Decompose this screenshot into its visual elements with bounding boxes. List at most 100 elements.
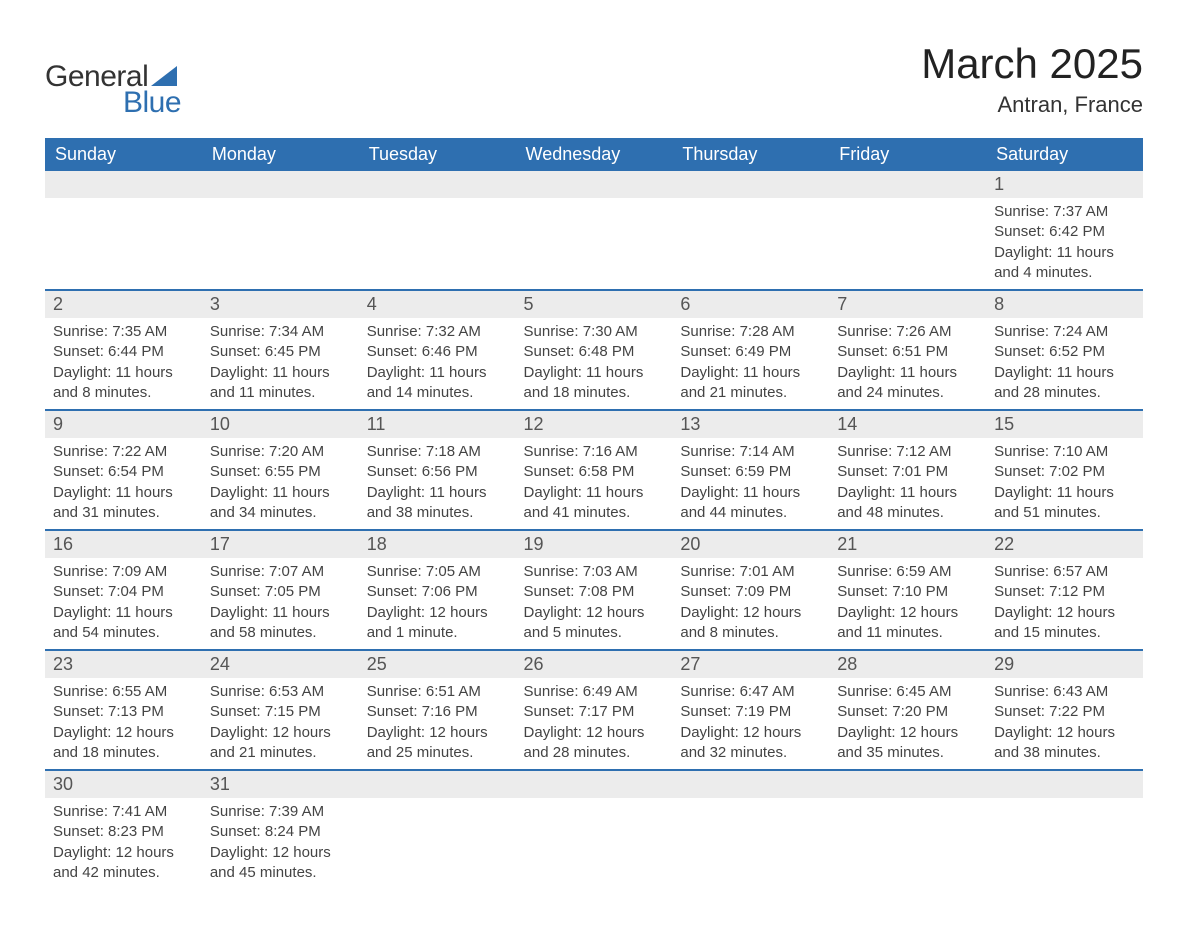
day-content: Sunrise: 7:24 AMSunset: 6:52 PMDaylight:… — [986, 318, 1143, 409]
calendar-day-cell: 13Sunrise: 7:14 AMSunset: 6:59 PMDayligh… — [672, 410, 829, 530]
daylight-text: Daylight: 12 hours and 8 minutes. — [680, 603, 821, 644]
sunset-text: Sunset: 7:19 PM — [680, 702, 821, 722]
day-number: 10 — [202, 411, 359, 438]
day-number: 14 — [829, 411, 986, 438]
location: Antran, France — [921, 92, 1143, 118]
calendar-day-cell: 16Sunrise: 7:09 AMSunset: 7:04 PMDayligh… — [45, 530, 202, 650]
calendar-day-cell: 24Sunrise: 6:53 AMSunset: 7:15 PMDayligh… — [202, 650, 359, 770]
sunrise-text: Sunrise: 7:01 AM — [680, 562, 821, 582]
sunrise-text: Sunrise: 7:05 AM — [367, 562, 508, 582]
day-content: Sunrise: 7:26 AMSunset: 6:51 PMDaylight:… — [829, 318, 986, 409]
day-content: Sunrise: 6:43 AMSunset: 7:22 PMDaylight:… — [986, 678, 1143, 769]
daylight-text: Daylight: 11 hours and 14 minutes. — [367, 363, 508, 404]
day-number: 15 — [986, 411, 1143, 438]
daylight-text: Daylight: 11 hours and 28 minutes. — [994, 363, 1135, 404]
calendar-day-cell — [829, 770, 986, 889]
day-content: Sunrise: 6:53 AMSunset: 7:15 PMDaylight:… — [202, 678, 359, 769]
daylight-text: Daylight: 12 hours and 1 minute. — [367, 603, 508, 644]
calendar-day-cell: 28Sunrise: 6:45 AMSunset: 7:20 PMDayligh… — [829, 650, 986, 770]
day-content: Sunrise: 7:39 AMSunset: 8:24 PMDaylight:… — [202, 798, 359, 889]
day-content: Sunrise: 7:37 AMSunset: 6:42 PMDaylight:… — [986, 198, 1143, 289]
day-content: Sunrise: 7:22 AMSunset: 6:54 PMDaylight:… — [45, 438, 202, 529]
sunset-text: Sunset: 7:01 PM — [837, 462, 978, 482]
calendar-day-cell — [672, 770, 829, 889]
day-content: Sunrise: 7:20 AMSunset: 6:55 PMDaylight:… — [202, 438, 359, 529]
sunrise-text: Sunrise: 6:51 AM — [367, 682, 508, 702]
calendar-day-cell — [359, 770, 516, 889]
calendar-day-cell: 2Sunrise: 7:35 AMSunset: 6:44 PMDaylight… — [45, 290, 202, 410]
day-number: 12 — [516, 411, 673, 438]
day-content: Sunrise: 6:55 AMSunset: 7:13 PMDaylight:… — [45, 678, 202, 769]
calendar-header-row: Sunday Monday Tuesday Wednesday Thursday… — [45, 138, 1143, 171]
calendar-day-cell: 10Sunrise: 7:20 AMSunset: 6:55 PMDayligh… — [202, 410, 359, 530]
weekday-header: Thursday — [672, 138, 829, 171]
sunset-text: Sunset: 7:05 PM — [210, 582, 351, 602]
daylight-text: Daylight: 11 hours and 34 minutes. — [210, 483, 351, 524]
daylight-text: Daylight: 12 hours and 35 minutes. — [837, 723, 978, 764]
day-number: 31 — [202, 771, 359, 798]
calendar-day-cell — [359, 171, 516, 290]
sunset-text: Sunset: 6:42 PM — [994, 222, 1135, 242]
calendar-day-cell: 18Sunrise: 7:05 AMSunset: 7:06 PMDayligh… — [359, 530, 516, 650]
calendar-day-cell: 27Sunrise: 6:47 AMSunset: 7:19 PMDayligh… — [672, 650, 829, 770]
sunset-text: Sunset: 7:17 PM — [524, 702, 665, 722]
calendar-day-cell: 1Sunrise: 7:37 AMSunset: 6:42 PMDaylight… — [986, 171, 1143, 290]
day-number: 28 — [829, 651, 986, 678]
sunset-text: Sunset: 7:08 PM — [524, 582, 665, 602]
day-number: 26 — [516, 651, 673, 678]
daylight-text: Daylight: 12 hours and 25 minutes. — [367, 723, 508, 764]
sunrise-text: Sunrise: 6:43 AM — [994, 682, 1135, 702]
sunset-text: Sunset: 8:24 PM — [210, 822, 351, 842]
logo: General Blue — [45, 60, 181, 120]
weekday-header: Friday — [829, 138, 986, 171]
day-number: 11 — [359, 411, 516, 438]
day-content: Sunrise: 6:57 AMSunset: 7:12 PMDaylight:… — [986, 558, 1143, 649]
day-number-empty — [45, 171, 202, 198]
logo-triangle-icon — [151, 66, 177, 86]
calendar-day-cell: 30Sunrise: 7:41 AMSunset: 8:23 PMDayligh… — [45, 770, 202, 889]
day-number-empty — [359, 171, 516, 198]
sunset-text: Sunset: 7:09 PM — [680, 582, 821, 602]
daylight-text: Daylight: 11 hours and 54 minutes. — [53, 603, 194, 644]
daylight-text: Daylight: 11 hours and 18 minutes. — [524, 363, 665, 404]
sunset-text: Sunset: 7:12 PM — [994, 582, 1135, 602]
day-content: Sunrise: 7:03 AMSunset: 7:08 PMDaylight:… — [516, 558, 673, 649]
calendar-week-row: 9Sunrise: 7:22 AMSunset: 6:54 PMDaylight… — [45, 410, 1143, 530]
calendar-week-row: 2Sunrise: 7:35 AMSunset: 6:44 PMDaylight… — [45, 290, 1143, 410]
sunrise-text: Sunrise: 7:14 AM — [680, 442, 821, 462]
sunrise-text: Sunrise: 6:53 AM — [210, 682, 351, 702]
day-number: 23 — [45, 651, 202, 678]
daylight-text: Daylight: 12 hours and 38 minutes. — [994, 723, 1135, 764]
calendar-day-cell — [516, 171, 673, 290]
day-number-empty — [672, 771, 829, 798]
day-number: 1 — [986, 171, 1143, 198]
day-content: Sunrise: 7:12 AMSunset: 7:01 PMDaylight:… — [829, 438, 986, 529]
daylight-text: Daylight: 12 hours and 42 minutes. — [53, 843, 194, 884]
daylight-text: Daylight: 12 hours and 18 minutes. — [53, 723, 194, 764]
daylight-text: Daylight: 11 hours and 48 minutes. — [837, 483, 978, 524]
day-content: Sunrise: 7:41 AMSunset: 8:23 PMDaylight:… — [45, 798, 202, 889]
daylight-text: Daylight: 12 hours and 28 minutes. — [524, 723, 665, 764]
month-title: March 2025 — [921, 40, 1143, 88]
sunrise-text: Sunrise: 6:49 AM — [524, 682, 665, 702]
calendar-day-cell: 20Sunrise: 7:01 AMSunset: 7:09 PMDayligh… — [672, 530, 829, 650]
day-number-empty — [986, 771, 1143, 798]
calendar-day-cell — [672, 171, 829, 290]
sunrise-text: Sunrise: 6:55 AM — [53, 682, 194, 702]
sunrise-text: Sunrise: 7:18 AM — [367, 442, 508, 462]
day-content: Sunrise: 6:51 AMSunset: 7:16 PMDaylight:… — [359, 678, 516, 769]
sunset-text: Sunset: 6:59 PM — [680, 462, 821, 482]
daylight-text: Daylight: 11 hours and 8 minutes. — [53, 363, 194, 404]
sunrise-text: Sunrise: 7:20 AM — [210, 442, 351, 462]
sunset-text: Sunset: 7:15 PM — [210, 702, 351, 722]
calendar-day-cell: 31Sunrise: 7:39 AMSunset: 8:24 PMDayligh… — [202, 770, 359, 889]
day-content: Sunrise: 7:14 AMSunset: 6:59 PMDaylight:… — [672, 438, 829, 529]
day-content: Sunrise: 7:34 AMSunset: 6:45 PMDaylight:… — [202, 318, 359, 409]
sunset-text: Sunset: 6:48 PM — [524, 342, 665, 362]
sunrise-text: Sunrise: 7:22 AM — [53, 442, 194, 462]
sunset-text: Sunset: 7:04 PM — [53, 582, 194, 602]
calendar-day-cell: 5Sunrise: 7:30 AMSunset: 6:48 PMDaylight… — [516, 290, 673, 410]
daylight-text: Daylight: 12 hours and 15 minutes. — [994, 603, 1135, 644]
sunrise-text: Sunrise: 7:16 AM — [524, 442, 665, 462]
daylight-text: Daylight: 12 hours and 32 minutes. — [680, 723, 821, 764]
